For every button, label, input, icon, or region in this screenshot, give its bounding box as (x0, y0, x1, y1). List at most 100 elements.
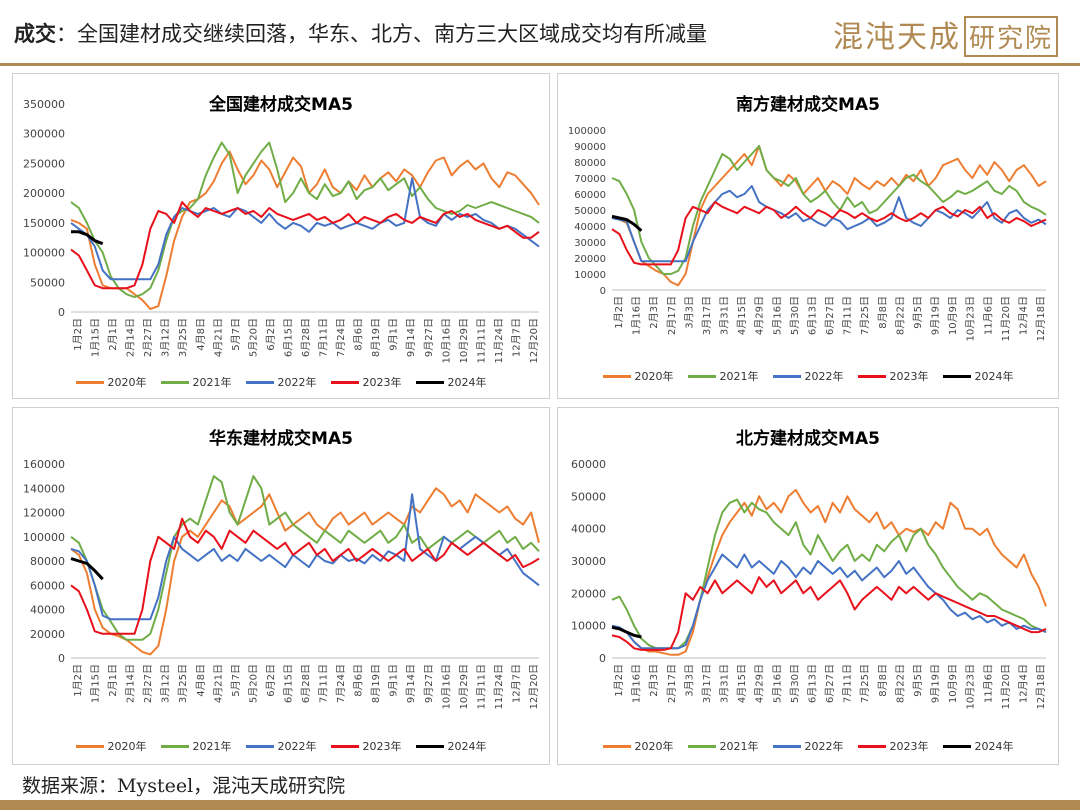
legend-item: 2021年 (160, 374, 232, 390)
x-tick-label: 6月2日 (265, 664, 277, 697)
x-tick-label: 4月21日 (212, 318, 224, 357)
legend-swatch (330, 380, 359, 384)
x-tick-label: 8月6日 (353, 664, 365, 697)
series-line (70, 487, 540, 656)
legend-swatch (160, 744, 189, 748)
chart-panel-north: 0 10000 20000 30000 40000 50000 60000 1月2日 1月16日… (557, 407, 1059, 765)
legend-label: 2022年 (804, 740, 844, 753)
x-tick-label: 9月19日 (930, 664, 942, 703)
chart-legend: 2020年 2021年 2022年 2023年 2024年 (13, 738, 549, 754)
x-tick-label: 8月19日 (370, 664, 382, 703)
y-tick-label: 100000 (23, 247, 65, 260)
footer-bar (0, 800, 1080, 810)
legend-swatch (245, 380, 274, 384)
x-tick-label: 7月11日 (318, 664, 330, 703)
x-tick-label: 8月22日 (894, 664, 906, 703)
x-tick-label: 5月20日 (247, 318, 259, 357)
series-line (71, 230, 104, 246)
x-tick-label: 9月5日 (912, 296, 924, 329)
x-tick-label: 4月15日 (736, 664, 748, 703)
legend-swatch (602, 374, 631, 378)
chart-title: 北方建材成交MA5 (736, 429, 880, 449)
legend-label: 2023年 (889, 370, 929, 383)
y-tick-label: 30000 (574, 238, 606, 249)
x-tick-label: 8月8日 (877, 664, 889, 697)
y-tick-label: 100000 (568, 126, 606, 137)
x-tick-label: 3月25日 (177, 664, 189, 703)
x-tick-label: 3月12日 (160, 318, 172, 357)
legend-swatch (772, 374, 801, 378)
headline-bold: 成交 (14, 21, 56, 46)
legend-item: 2024年 (415, 374, 487, 390)
y-tick-label: 140000 (23, 482, 65, 495)
legend-swatch (602, 744, 631, 748)
legend-item: 2023年 (857, 738, 929, 754)
legend-label: 2022年 (277, 740, 317, 753)
y-tick-label: 80000 (574, 158, 606, 169)
legend-swatch (942, 374, 971, 378)
chart-north: 0 10000 20000 30000 40000 50000 60000 1月2日 1月16日… (571, 458, 1047, 709)
header: 成交：全国建材成交继续回落，华东、北方、南方三大区域成交均有所减量 混沌天成 研究… (0, 0, 1080, 66)
legend-item: 2021年 (160, 738, 232, 754)
x-tick-label: 12月18日 (1035, 296, 1047, 341)
y-tick-label: 120000 (23, 507, 65, 520)
y-tick-label: 200000 (23, 187, 65, 200)
x-tick-label: 3月17日 (701, 296, 713, 335)
x-tick-label: 9月19日 (930, 296, 942, 335)
y-tick-label: 50000 (30, 276, 65, 289)
chart-legend: 2020年 2021年 2022年 2023年 2024年 (13, 374, 549, 390)
x-tick-label: 9月14日 (405, 318, 417, 357)
legend-item: 2022年 (245, 374, 317, 390)
y-tick-label: 0 (58, 306, 65, 319)
x-tick-label: 10月29日 (458, 664, 470, 709)
x-tick-label: 6月13日 (806, 664, 818, 703)
legend-swatch (687, 744, 716, 748)
y-tick-label: 60000 (571, 458, 606, 471)
x-tick-label: 2月3日 (648, 664, 660, 697)
series-line (611, 201, 1047, 266)
x-tick-label: 4月29日 (754, 296, 766, 335)
legend-item: 2022年 (245, 738, 317, 754)
y-tick-label: 30000 (571, 555, 606, 568)
x-tick-label: 6月15日 (282, 664, 294, 703)
x-tick-label: 10月9日 (947, 664, 959, 703)
series-line (611, 625, 642, 639)
legend-label: 2020年 (634, 740, 674, 753)
y-tick-label: 50000 (574, 206, 606, 217)
series-line (70, 517, 540, 635)
legend-swatch (245, 744, 274, 748)
chart-title: 全国建材成交MA5 (209, 95, 353, 115)
x-tick-label: 3月25日 (177, 318, 189, 357)
x-tick-label: 9月1日 (388, 318, 400, 351)
series-line (70, 557, 104, 581)
y-tick-label: 150000 (23, 217, 65, 230)
x-tick-label: 5月30日 (789, 664, 801, 703)
chart-national: 0 50000 100000 150000 200000 250000 300000 3500… (23, 98, 540, 363)
chart-south: 0 10000 20000 30000 40000 50000 60000 70000 8000… (568, 126, 1047, 341)
x-tick-label: 9月5日 (912, 664, 924, 697)
x-tick-label: 6月27日 (824, 664, 836, 703)
x-tick-label: 5月16日 (771, 296, 783, 335)
x-tick-label: 7月11日 (318, 318, 330, 357)
y-tick-label: 250000 (23, 157, 65, 170)
x-tick-label: 5月7日 (230, 664, 242, 697)
x-tick-label: 11月20日 (1000, 664, 1012, 709)
series-line (611, 576, 1047, 651)
x-tick-label: 4月15日 (736, 296, 748, 335)
series-line (611, 214, 643, 232)
legend-label: 2024年 (974, 370, 1014, 383)
chart-title: 南方建材成交MA5 (736, 95, 880, 115)
x-tick-label: 8月8日 (877, 296, 889, 329)
x-tick-label: 7月25日 (859, 664, 871, 703)
chart-panel-south: 0 10000 20000 30000 40000 50000 60000 70000 8000… (557, 73, 1059, 399)
x-tick-label: 6月27日 (824, 296, 836, 335)
series-line (611, 145, 1047, 287)
legend-swatch (75, 744, 104, 748)
legend-label: 2021年 (719, 740, 759, 753)
x-tick-label: 10月16日 (440, 664, 452, 709)
series-line (70, 475, 540, 641)
chart-panel-east: 0 20000 40000 60000 80000 100000 120000 140000 1… (12, 407, 550, 765)
legend-item: 2020年 (602, 368, 674, 384)
x-tick-label: 3月12日 (160, 664, 172, 703)
chart-panel-national: 0 50000 100000 150000 200000 250000 300000 3500… (12, 73, 550, 399)
